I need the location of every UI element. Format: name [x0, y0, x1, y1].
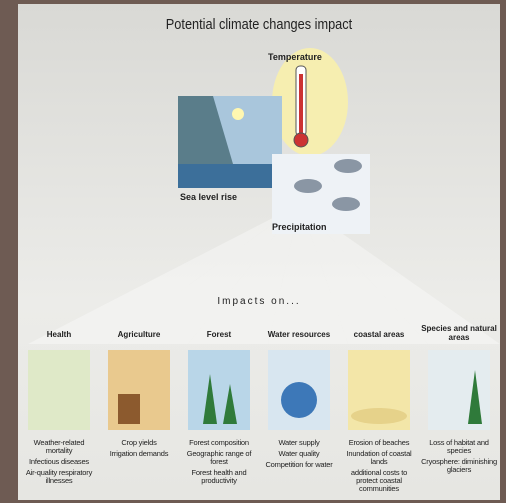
impact-item: Weather-related mortality	[33, 438, 85, 455]
impact-item: Air-quality respiratory illnesses	[25, 468, 93, 485]
title: Potential climate changes impact	[165, 16, 353, 33]
impact-item: Loss of habitat and species	[429, 438, 489, 455]
sea-level-label: Sea level rise	[180, 192, 238, 202]
impact-item: Forest composition	[189, 438, 249, 447]
illustration	[28, 48, 500, 430]
thermometer-fluid	[299, 74, 303, 134]
impact-item: Forest health and productivity	[191, 468, 247, 485]
sun	[232, 108, 244, 120]
column-title: Water resources	[267, 330, 331, 339]
impact-item: Water quality	[278, 449, 320, 458]
impact-item: Inundation of coastal lands	[346, 449, 412, 466]
column-items: Weather-related mortality Infectious dise…	[21, 439, 97, 488]
impact-item: Water supply	[278, 438, 320, 447]
temperature-oval	[272, 48, 348, 156]
impact-item: Geographic range of forest	[186, 449, 252, 466]
column-title: Forest	[206, 330, 232, 339]
impact-item: Cryosphere: diminishing glaciers	[421, 457, 497, 474]
column-title: coastal areas	[353, 330, 405, 339]
temperature-label: Temperature	[268, 52, 322, 62]
column-pictures	[28, 350, 490, 430]
thermometer-bulb	[293, 132, 309, 148]
impact-item: Crop yields	[121, 438, 157, 447]
impact-item: Irrigation demands	[109, 449, 169, 458]
column-items: Forest composition Geographic range of fo…	[181, 439, 257, 488]
rays	[28, 204, 500, 344]
impact-item: Competition for water	[265, 460, 333, 469]
impacts-heading: Impacts on...	[217, 296, 301, 307]
impact-item: additional costs to protect coastal comm…	[350, 468, 408, 493]
impact-item: Erosion of beaches	[348, 438, 410, 447]
column-items: Crop yields Irrigation demands	[101, 439, 177, 461]
column-items: Water supply Water quality Competition for…	[261, 439, 337, 472]
panel: Potential climate changes impact Tempera…	[18, 4, 500, 500]
column-items: Erosion of beaches Inundation of coastal …	[341, 439, 417, 496]
column-title: Agriculture	[117, 330, 161, 339]
sea	[178, 164, 282, 188]
precipitation-label: Precipitation	[272, 222, 327, 232]
clouds	[294, 159, 362, 211]
column-items: Loss of habitat and species Cryosphere: d…	[421, 439, 497, 477]
column-title: Health	[46, 330, 72, 339]
impact-item: Infectious diseases	[29, 457, 89, 466]
column-title: Species and natural areas	[421, 324, 497, 342]
